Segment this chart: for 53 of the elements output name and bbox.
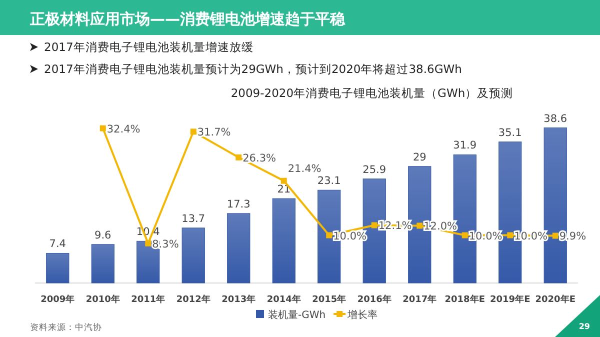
data-label: 25.9 [362,164,386,176]
bar [182,228,205,284]
point [507,232,514,238]
point [190,128,196,135]
text: 2017年消费电子锂电池装机量预计为29GWh，预计到2020年将超过38.6GWh [44,62,462,76]
x-tick-label: 2018年E [444,294,485,305]
text: 资料来源：中汽协 [30,322,102,333]
x-tick-label: 2009年 [40,294,75,305]
point [462,232,468,238]
x-tick-label: 2020年E [535,294,576,305]
data-label: 13.7 [182,212,206,225]
bar [91,244,114,284]
chart-title: 正极材料应用市场——消费锂电池增速趋于平稳 [29,10,346,28]
legend-label: 增长率 [346,309,378,321]
data-label: 10.0% [468,230,502,242]
data-label: 23.1 [317,175,341,188]
x-tick-label: 2017年 [402,294,437,305]
point [145,240,152,246]
x-tick-label: 2011年 [131,294,166,305]
bar [46,252,70,284]
point [236,154,242,160]
data-label: 7.4 [49,238,66,250]
data-label: 12.1% [378,220,412,232]
legend-label: 装机量-GWh [268,309,326,321]
data-label: 32.4% [106,123,140,136]
data-label: 29 [412,151,426,164]
point [326,232,332,238]
data-label: 10.0% [514,230,548,242]
data-label: 17.3 [226,198,250,210]
point [100,125,106,132]
point [552,232,558,239]
text: 2017年消费电子锂电池装机量增速放缓 [44,40,254,54]
x-tick-label: 2014年 [266,294,301,305]
data-label: 26.3% [242,152,276,164]
x-tick-label: 2015年 [312,294,346,305]
bar [272,198,296,284]
x-tick-label: 2013年 [222,294,256,305]
data-label: 35.1 [498,126,522,139]
chart-subtitle: 2009-2020年消费电子锂电池装机量（GWh）及预测 [230,86,514,100]
bar [227,213,250,284]
data-label: 9.6 [94,229,112,242]
point [416,222,423,229]
data-label: 31.9 [453,140,477,152]
text: 29 [578,322,590,331]
point [280,178,287,184]
point [371,222,378,228]
data-label: 31.7% [197,126,231,139]
x-tick-label: 2016年 [357,294,392,305]
data-label: 21.4% [288,162,322,175]
x-tick-label: 2019年E [490,294,530,305]
x-tick-label: 2012年 [176,294,210,305]
x-tick-label: 2010年 [86,294,120,305]
data-label: 38.6 [544,112,568,125]
